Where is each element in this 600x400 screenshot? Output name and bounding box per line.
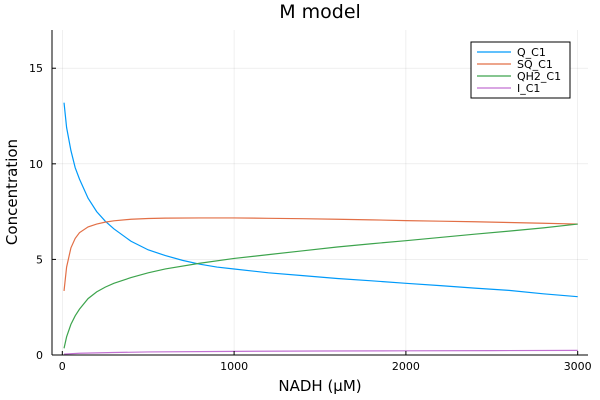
chart-title: M model <box>279 1 361 23</box>
y-axis-label: Concentration <box>3 139 21 245</box>
legend-label-qh2-c1: QH2_C1 <box>517 70 561 83</box>
legend-label-i-c1: I_C1 <box>517 82 540 95</box>
series-line-q-c1 <box>63 102 578 298</box>
y-tick-label: 0 <box>36 349 43 362</box>
y-tick-label: 15 <box>29 62 43 75</box>
y-tick-label: 5 <box>36 253 43 266</box>
x-tick-label: 0 <box>59 360 66 373</box>
series-line-qh2-c1 <box>63 223 578 349</box>
axes: 0 1000 2000 3000 0 5 10 15 <box>29 30 592 373</box>
x-tick-label: 2000 <box>392 360 420 373</box>
legend-label-sq-c1: SQ_C1 <box>517 58 553 71</box>
plot-series <box>63 102 578 355</box>
x-tick-label: 3000 <box>564 360 592 373</box>
legend-box <box>470 41 571 99</box>
x-tick-label: 1000 <box>220 360 248 373</box>
series-line-sq-c1 <box>63 217 578 292</box>
y-tick-label: 10 <box>29 158 43 171</box>
x-axis-label: NADH (μM) <box>278 377 361 395</box>
series-line-i-c1 <box>64 349 578 355</box>
legend-label-q-c1: Q_C1 <box>517 46 546 59</box>
